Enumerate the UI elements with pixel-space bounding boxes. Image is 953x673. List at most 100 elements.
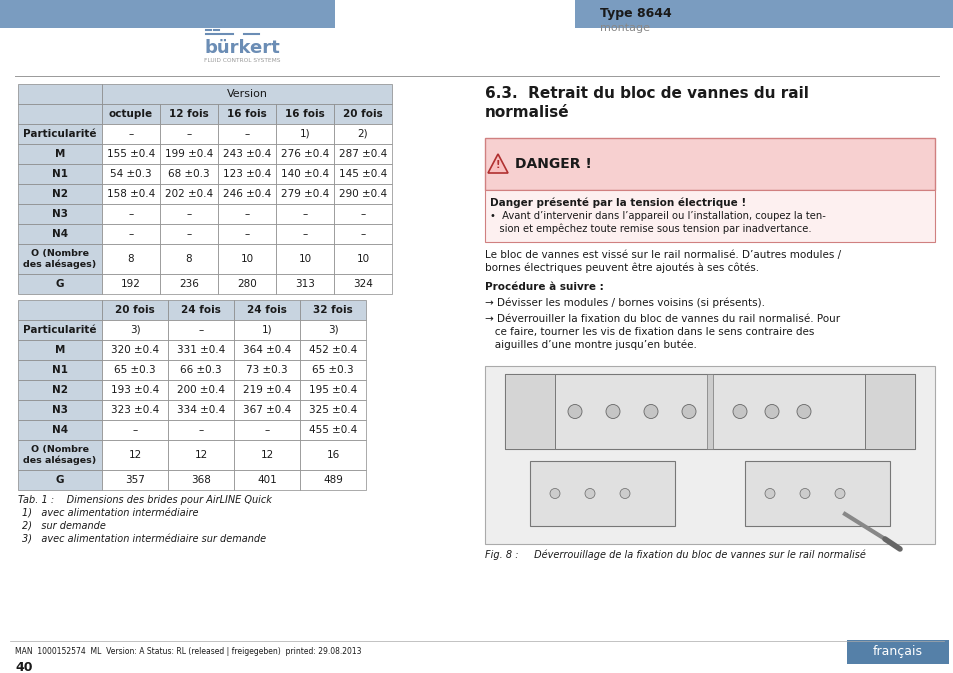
- Circle shape: [681, 404, 696, 419]
- Text: octuple: octuple: [109, 109, 152, 119]
- Text: DANGER !: DANGER !: [515, 157, 591, 171]
- Bar: [18, 400, 102, 420]
- Text: Fig. 8 :     Déverrouillage de la fixation du bloc de vannes sur le rail normali: Fig. 8 : Déverrouillage de la fixation d…: [484, 550, 865, 561]
- Text: bürkert: bürkert: [204, 39, 279, 57]
- Text: → Dévisser les modules / bornes voisins (si présents).: → Dévisser les modules / bornes voisins …: [484, 298, 764, 308]
- Circle shape: [834, 489, 844, 499]
- Text: 200 ±0.4: 200 ±0.4: [177, 385, 225, 395]
- Text: –: –: [244, 209, 250, 219]
- Bar: [218, 224, 275, 244]
- Text: 276 ±0.4: 276 ±0.4: [280, 149, 329, 159]
- Text: 192: 192: [121, 279, 141, 289]
- Bar: [102, 420, 168, 440]
- Text: 10: 10: [356, 254, 369, 264]
- Circle shape: [584, 489, 595, 499]
- Polygon shape: [488, 154, 507, 173]
- Text: –: –: [198, 325, 203, 335]
- Text: 325 ±0.4: 325 ±0.4: [309, 405, 356, 415]
- Text: 357: 357: [125, 475, 145, 485]
- Text: –: –: [129, 229, 133, 239]
- Bar: [168, 320, 233, 340]
- Text: N3: N3: [52, 209, 68, 219]
- Text: 367 ±0.4: 367 ±0.4: [243, 405, 291, 415]
- Text: 20 fois: 20 fois: [343, 109, 382, 119]
- Circle shape: [796, 404, 810, 419]
- Bar: [160, 244, 218, 274]
- Bar: [18, 244, 102, 274]
- Bar: [168, 340, 233, 360]
- Circle shape: [764, 404, 779, 419]
- Bar: [218, 104, 275, 124]
- Bar: [102, 244, 160, 274]
- Text: 12: 12: [129, 450, 141, 460]
- Bar: [275, 184, 334, 204]
- Text: 16: 16: [326, 450, 339, 460]
- Bar: [275, 144, 334, 164]
- Text: 65 ±0.3: 65 ±0.3: [114, 365, 155, 375]
- Bar: [275, 124, 334, 144]
- Bar: [102, 300, 168, 320]
- Text: N3: N3: [52, 405, 68, 415]
- Text: 158 ±0.4: 158 ±0.4: [107, 189, 155, 199]
- Text: 16 fois: 16 fois: [227, 109, 267, 119]
- Bar: [218, 124, 275, 144]
- Text: 3): 3): [130, 325, 140, 335]
- Bar: [168, 400, 233, 420]
- Bar: [102, 360, 168, 380]
- Circle shape: [732, 404, 746, 419]
- Bar: [18, 224, 102, 244]
- Text: G: G: [55, 475, 64, 485]
- Text: français: français: [872, 645, 923, 658]
- Bar: [102, 124, 160, 144]
- Bar: [334, 274, 392, 294]
- Text: 202 ±0.4: 202 ±0.4: [165, 189, 213, 199]
- Bar: [299, 400, 366, 420]
- Bar: [334, 124, 392, 144]
- Text: –: –: [244, 229, 250, 239]
- Bar: [484, 138, 934, 190]
- Bar: [299, 380, 366, 400]
- Bar: [233, 440, 299, 470]
- Text: 40: 40: [15, 661, 32, 673]
- Text: 16 fois: 16 fois: [285, 109, 325, 119]
- Bar: [102, 164, 160, 184]
- Bar: [102, 440, 168, 470]
- Bar: [168, 300, 233, 320]
- Text: 236: 236: [179, 279, 199, 289]
- Text: –: –: [129, 129, 133, 139]
- Text: 1): 1): [261, 325, 272, 335]
- Text: 1): 1): [299, 129, 310, 139]
- Text: –: –: [186, 209, 192, 219]
- Bar: [275, 274, 334, 294]
- Bar: [18, 104, 102, 124]
- Text: 193 ±0.4: 193 ±0.4: [111, 385, 159, 395]
- Text: 290 ±0.4: 290 ±0.4: [338, 189, 387, 199]
- Bar: [299, 360, 366, 380]
- Text: 12 fois: 12 fois: [169, 109, 209, 119]
- Text: 24 fois: 24 fois: [181, 305, 221, 315]
- Text: M: M: [54, 345, 65, 355]
- Text: Danger présenté par la tension électrique !: Danger présenté par la tension électriqu…: [490, 197, 745, 207]
- Bar: [275, 164, 334, 184]
- Text: N4: N4: [51, 229, 68, 239]
- Bar: [102, 470, 168, 490]
- Text: –: –: [360, 229, 365, 239]
- Bar: [168, 360, 233, 380]
- Text: → Déverrouiller la fixation du bloc de vannes du rail normalisé. Pour
   ce fair: → Déverrouiller la fixation du bloc de v…: [484, 314, 840, 350]
- Bar: [18, 204, 102, 224]
- Text: 320 ±0.4: 320 ±0.4: [111, 345, 159, 355]
- Bar: [504, 374, 555, 449]
- Text: 3)   avec alimentation intermédiaire sur demande: 3) avec alimentation intermédiaire sur d…: [22, 534, 266, 544]
- Bar: [484, 366, 934, 544]
- Circle shape: [764, 489, 774, 499]
- Bar: [102, 144, 160, 164]
- Bar: [18, 420, 102, 440]
- Bar: [299, 300, 366, 320]
- Bar: [275, 244, 334, 274]
- Bar: [218, 204, 275, 224]
- Bar: [334, 204, 392, 224]
- Text: 199 ±0.4: 199 ±0.4: [165, 149, 213, 159]
- Text: 8: 8: [128, 254, 134, 264]
- Text: 65 ±0.3: 65 ±0.3: [312, 365, 354, 375]
- Bar: [299, 440, 366, 470]
